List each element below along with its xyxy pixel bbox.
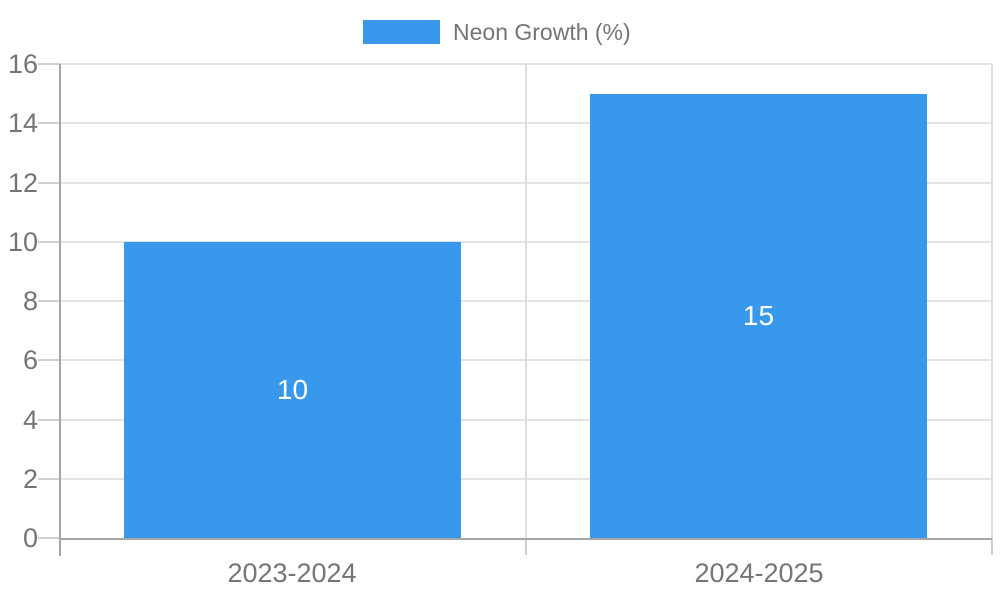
ytick-12 [38, 182, 59, 184]
y-axis-label-6: 6 [22, 345, 38, 375]
y-axis-label-10: 10 [7, 227, 38, 257]
bar-value-label: 10 [276, 374, 309, 405]
bar-2024-2025[interactable]: 15 [590, 94, 927, 538]
x-axis-label-2024-2025: 2024-2025 [694, 558, 824, 588]
x-axis-baseline [59, 538, 992, 540]
legend[interactable]: Neon Growth (%) [363, 20, 631, 44]
ytick-16 [38, 63, 59, 65]
bar-2023-2024[interactable]: 10 [124, 242, 461, 538]
y-axis-label-12: 12 [7, 168, 38, 198]
ytick-8 [38, 300, 59, 302]
xtick-1 [525, 538, 527, 555]
y-axis-line [59, 64, 61, 556]
bar-value-label: 15 [742, 300, 775, 331]
y-axis-label-0: 0 [22, 523, 38, 553]
y-axis-label-14: 14 [7, 108, 38, 138]
y-axis-label-4: 4 [22, 405, 38, 435]
y-axis-label-2: 2 [22, 464, 38, 494]
ytick-2 [38, 478, 59, 480]
x-axis-label-2023-2024: 2023-2024 [227, 558, 357, 588]
ytick-4 [38, 419, 59, 421]
gridline-x-1 [525, 64, 527, 538]
xtick-2 [991, 538, 993, 555]
legend-label: Neon Growth (%) [453, 19, 631, 45]
ytick-6 [38, 359, 59, 361]
ytick-14 [38, 122, 59, 124]
gridline-x-2 [991, 64, 993, 538]
y-axis-label-8: 8 [22, 286, 38, 316]
y-axis-label-16: 16 [7, 49, 38, 79]
ytick-0 [38, 537, 59, 539]
legend-swatch [363, 20, 440, 44]
ytick-10 [38, 241, 59, 243]
